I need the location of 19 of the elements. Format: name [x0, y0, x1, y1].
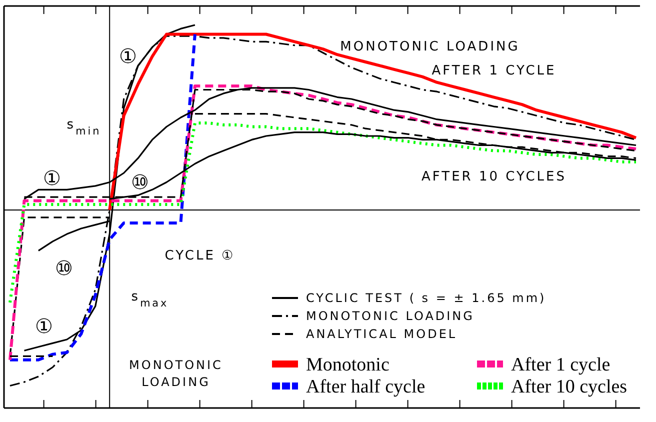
annotation: AFTER 10 CYCLES	[421, 170, 567, 185]
annotation: AFTER 1 CYCLE	[432, 64, 556, 79]
annotation: MONOTONIC LOADING	[129, 358, 223, 389]
annotation: s$_{max}$	[131, 290, 169, 310]
legend-label: MONOTONIC LOADING	[306, 309, 474, 324]
legend-label: After 1 cycle	[511, 354, 610, 376]
annotation: CYCLE ①	[164, 248, 236, 264]
legend-label: CYCLIC TEST ( s = ± 1.65 mm)	[306, 291, 546, 306]
annotation: MONOTONIC LOADING	[340, 40, 520, 55]
annotation: ⑩	[131, 170, 149, 194]
annotation: s$_{min}$	[66, 118, 102, 138]
legend-label: After 10 cycles	[511, 376, 628, 398]
annotation: ①	[35, 314, 53, 338]
annotation: ⑩	[55, 256, 73, 280]
annotation: ①	[43, 166, 61, 190]
legend-label: After half cycle	[306, 376, 426, 398]
legend-label: ANALYTICAL MODEL	[306, 327, 458, 342]
annotation: ①	[119, 44, 137, 68]
legend-label: Monotonic	[306, 354, 390, 376]
